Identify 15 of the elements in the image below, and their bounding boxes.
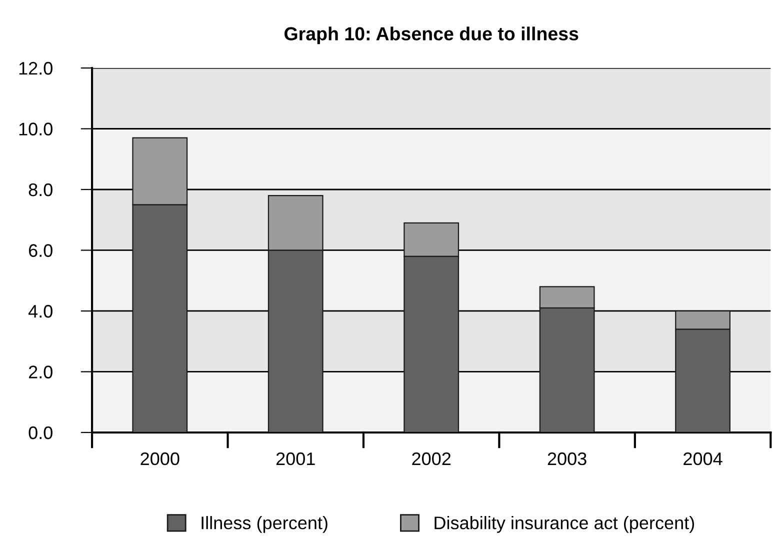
x-tick-label: 2004 [684,452,722,466]
y-tick-label: 6.0 [28,244,52,257]
y-tick-label: 4.0 [28,304,52,318]
y-tick-label: 2.0 [28,366,52,378]
legend-label: Disability insurance act (percent) [434,516,694,533]
x-tick-label: 2003 [548,452,586,466]
legend-label: Illness (percent) [202,516,328,533]
x-tick-label: 2001 [276,452,315,466]
y-tick-label: 8.0 [28,183,52,196]
x-tick-label: 2000 [140,452,180,466]
y-tick-label: 10.0 [19,122,52,136]
chart-title: Graph 10: Absence due to illness [284,26,578,44]
y-tick-label: 0.0 [28,426,52,440]
y-tick-label: 12.0 [19,62,52,75]
x-tick-label: 2002 [412,452,451,466]
